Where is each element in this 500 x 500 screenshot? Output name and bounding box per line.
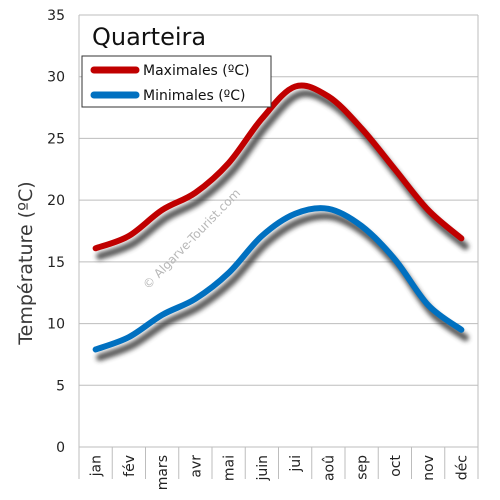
x-tick-label: oct [388, 455, 404, 477]
x-tick-label: juin [255, 455, 271, 482]
x-gridlines [78, 15, 479, 479]
y-tick-label: 25 [47, 131, 65, 147]
x-tick-label: mai [222, 455, 238, 481]
y-axis-ticks: 0 5 10 15 20 25 30 35 [47, 8, 65, 456]
x-tick-label: nov [421, 455, 437, 481]
x-tick-label: déc [454, 455, 470, 480]
y-tick-label: 5 [56, 378, 65, 394]
x-tick-label: mars [155, 455, 171, 490]
x-tick-label: aoû [321, 455, 337, 481]
series-line-maximales [92, 82, 465, 252]
x-tick-label: sep [355, 455, 371, 480]
legend-label-maximales: Maximales (ºC) [143, 63, 250, 79]
legend: Maximales (ºC) Minimales (ºC) [81, 55, 272, 108]
y-tick-label: 10 [47, 317, 65, 333]
y-tick-label: 0 [56, 440, 65, 456]
y-tick-label: 15 [47, 255, 65, 271]
title-box: Quarteira [82, 18, 218, 56]
x-axis-ticks: jan fév mars avr mai juin jui aoû sep oct nov déc [89, 455, 471, 491]
series-lines [92, 82, 465, 353]
x-tick-label: jui [288, 455, 304, 473]
x-tick-label: jan [89, 455, 105, 477]
x-tick-label: fév [122, 455, 138, 477]
y-tick-label: 20 [47, 193, 65, 209]
x-tick-label: avr [188, 455, 204, 478]
series-line-minimales [92, 205, 465, 353]
y-tick-label: 30 [47, 70, 65, 86]
title-box-background [82, 18, 218, 56]
chart-title: Quarteira [92, 23, 206, 51]
y-axis-label: Température (ºC) [15, 181, 37, 345]
legend-label-minimales: Minimales (ºC) [143, 88, 246, 104]
y-tick-label: 35 [47, 8, 65, 24]
